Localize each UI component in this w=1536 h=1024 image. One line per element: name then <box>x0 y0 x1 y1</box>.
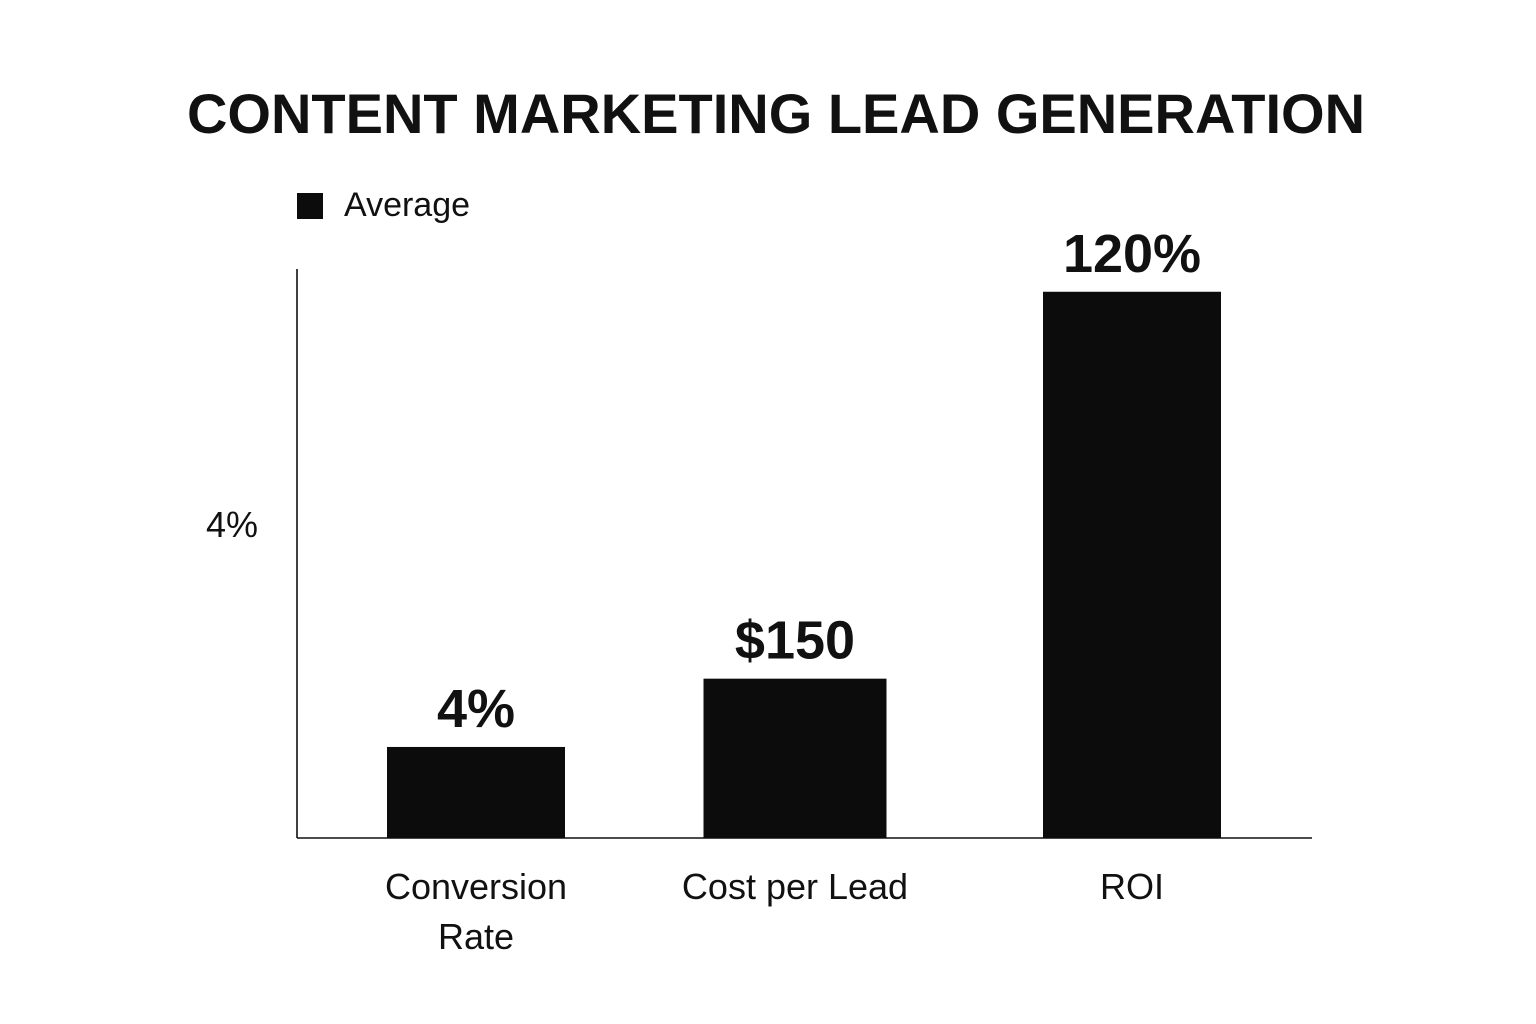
data-labels: 4% $150 120% <box>437 224 1201 739</box>
bar <box>387 746 565 838</box>
data-label: 4% <box>437 679 515 739</box>
data-label: 120% <box>1063 224 1201 284</box>
y-axis: 4% <box>206 269 298 838</box>
legend-swatch <box>297 193 323 219</box>
x-tick-label: Cost per Lead <box>682 866 908 907</box>
x-tick-label: Conversion <box>385 866 567 907</box>
y-tick-label: 4% <box>206 504 258 545</box>
x-tick-label: Rate <box>438 916 514 957</box>
chart-title: CONTENT MARKETING LEAD GENERATION <box>187 82 1365 145</box>
category-labels: Conversion Rate Cost per Lead ROI <box>385 866 1164 957</box>
legend: Average <box>297 186 470 224</box>
bar <box>1043 291 1221 838</box>
bar <box>703 678 887 838</box>
bars <box>387 291 1221 838</box>
legend-label-average: Average <box>344 186 470 224</box>
data-label: $150 <box>735 611 855 671</box>
x-tick-label: ROI <box>1100 866 1164 907</box>
